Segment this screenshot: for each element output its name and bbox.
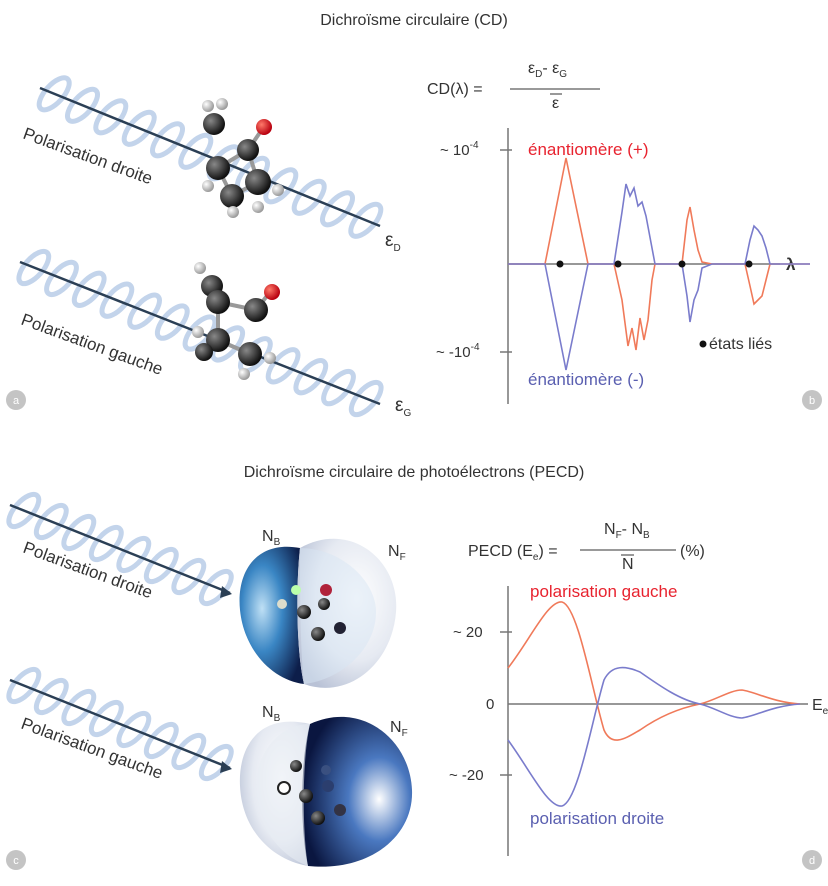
helix-coil: [143, 721, 179, 760]
helix-left-pecd: [6, 666, 234, 782]
panel-b-letter: b: [809, 395, 815, 407]
helix-coil: [71, 270, 107, 308]
helix-coil: [178, 132, 214, 170]
pecd-series-right-label: polarisation droite: [530, 809, 664, 828]
nf-label-top: NF: [388, 543, 406, 563]
helix-coil: [265, 347, 301, 385]
eps-g-label: εG: [395, 395, 411, 419]
beam-right-cd: [39, 86, 381, 228]
panel-c: Polarisation droite Polarisation gauche …: [6, 491, 413, 870]
panel-d-letter: d: [809, 855, 815, 867]
helix-coil: [61, 688, 97, 727]
molecule-cd-left: [192, 262, 280, 380]
helix-coil: [99, 281, 135, 319]
panel-a-letter: a: [13, 395, 20, 407]
cd-formula-lhs: CD(λ) =: [427, 81, 483, 98]
cd-ytick-bottom: ~ -10-4: [436, 342, 480, 361]
pecd-x-axis-label: Ee: [812, 697, 828, 717]
helix-coil: [6, 666, 42, 705]
pecd-formula-lhs: PECD (Ee) =: [468, 543, 558, 563]
pecd-formula-denominator: N: [622, 556, 634, 573]
pol-right-label-pecd: Polarisation droite: [21, 538, 155, 602]
pecd-ytick-top: ~ 20: [453, 624, 483, 641]
helix-coil: [16, 248, 52, 287]
cd-ytick-top: ~ 10-4: [440, 140, 479, 159]
photoelectron-distribution-bottom: [239, 716, 413, 867]
helix-coil: [154, 303, 190, 341]
helix-right-cd: [36, 75, 384, 239]
helix-coil: [33, 502, 69, 541]
panel-b-badge: [802, 390, 822, 410]
helix-coil: [65, 86, 100, 124]
pecd-ytick-bottom: ~ -20: [449, 767, 484, 784]
cd-formula-denominator: ε: [552, 95, 559, 112]
helix-coil: [291, 178, 327, 216]
helix-coil: [348, 201, 384, 239]
cd-bound-state-1: [556, 260, 564, 268]
helix-coil: [116, 710, 152, 749]
nb-label-bottom: NB: [262, 704, 281, 724]
helix-coil: [6, 491, 42, 530]
helix-coil: [36, 75, 72, 113]
pol-right-label-cd: Polarisation droite: [21, 124, 155, 188]
helix-coil: [44, 259, 79, 298]
beam-left-arrowhead: [220, 761, 232, 773]
molecule-cd-right: [202, 98, 284, 218]
eps-d-label: εD: [385, 230, 401, 254]
cd-bound-state-legend-dot: [699, 340, 707, 348]
helix-coil: [348, 379, 384, 418]
pol-left-label-cd: Polarisation gauche: [19, 310, 166, 379]
pecd-curve-right: [507, 666, 801, 807]
beam-right-arrowhead: [220, 586, 232, 598]
beam-right-pecd: [9, 503, 231, 595]
helix-coil: [127, 292, 162, 330]
cd-series-plus-label: énantiomère (+): [528, 140, 648, 159]
panel-c-badge: [6, 850, 26, 870]
cd-curve-plus: [508, 157, 810, 351]
helix-coil: [320, 190, 355, 228]
photoelectron-distribution-top: [239, 538, 397, 688]
helix-coil: [293, 358, 329, 396]
helix-coil: [263, 167, 299, 205]
nb-label-top: NB: [262, 528, 281, 548]
cd-series-minus-label: énantiomère (-): [528, 370, 644, 389]
pecd-curve-left: [507, 601, 801, 741]
pecd-ytick-zero: 0: [486, 696, 494, 713]
helix-coil: [150, 121, 185, 159]
cd-bound-state-3: [678, 260, 686, 268]
panel-c-letter: c: [13, 855, 19, 867]
panel-d: PECD (Ee) = NF- NB N (%) ~ 20 0 ~ -20 Ee…: [449, 521, 828, 870]
helix-coil: [171, 732, 207, 771]
cd-formula-numerator: εD- εG: [528, 60, 567, 80]
helix-coil: [121, 109, 157, 147]
pecd-title: Dichroïsme circulaire de photoélectrons …: [244, 464, 585, 481]
pecd-formula-numerator: NF- NB: [604, 521, 650, 541]
cd-bound-state-2: [614, 260, 622, 268]
helix-coil: [321, 368, 356, 407]
helix-coil: [88, 699, 124, 738]
cd-title: Dichroïsme circulaire (CD): [320, 12, 508, 29]
helix-coil: [143, 546, 179, 585]
helix-coil: [88, 524, 124, 563]
pecd-series-left-label: polarisation gauche: [530, 582, 677, 601]
panel-a-badge: [6, 390, 26, 410]
helix-coil: [33, 677, 69, 716]
cd-bound-states-label: états liés: [709, 336, 772, 353]
cd-bound-state-4: [745, 260, 753, 268]
beam-left-pecd: [9, 678, 231, 770]
helix-coil: [116, 535, 152, 574]
nf-label-bottom: NF: [390, 719, 408, 739]
helix-coil: [171, 557, 207, 596]
panel-b: CD(λ) = εD- εG ε ~ 10-4 ~ -10-4 λ énanti…: [427, 60, 822, 410]
panel-d-badge: [802, 850, 822, 870]
panel-a: Polarisation droite εD Polarisation gauc…: [6, 75, 411, 419]
helix-coil: [61, 513, 97, 552]
pecd-formula-unit: (%): [680, 543, 705, 560]
helix-coil: [93, 98, 129, 136]
